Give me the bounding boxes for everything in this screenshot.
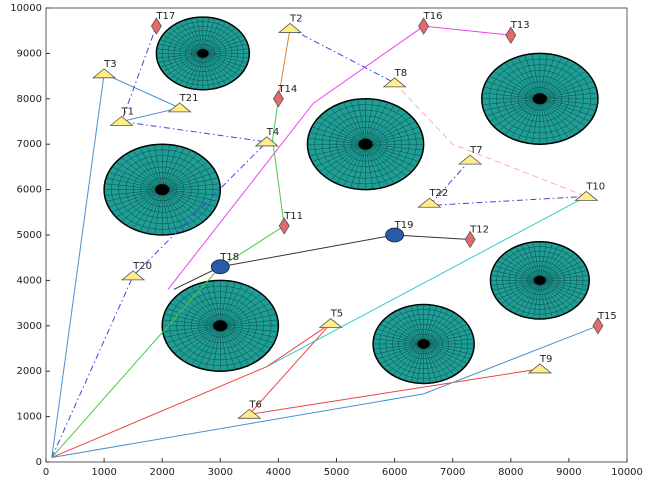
x-tick-label: 4000 xyxy=(266,467,291,478)
obstacle xyxy=(307,99,423,190)
obstacle-core xyxy=(197,49,208,58)
obstacle xyxy=(373,304,474,383)
y-tick-label: 8000 xyxy=(17,94,42,105)
obstacle xyxy=(104,144,220,235)
x-tick-label: 6000 xyxy=(382,467,407,478)
target-label: T6 xyxy=(248,399,261,410)
target-label: T18 xyxy=(219,252,239,263)
target-label: T21 xyxy=(179,93,199,104)
y-tick-label: 5000 xyxy=(17,230,42,241)
target-label: T16 xyxy=(423,11,443,22)
obstacle-core xyxy=(359,139,373,150)
obstacle xyxy=(490,242,589,319)
obstacle-core xyxy=(534,276,546,285)
target-label: T3 xyxy=(103,59,116,70)
target-label: T2 xyxy=(289,13,302,24)
y-tick-label: 9000 xyxy=(17,48,42,59)
x-tick-label: 0 xyxy=(43,467,49,478)
target-label: T9 xyxy=(539,354,552,365)
target-label: T15 xyxy=(597,311,617,322)
x-tick-label: 7000 xyxy=(440,467,465,478)
target-label: T17 xyxy=(155,11,175,22)
obstacle-core xyxy=(533,93,547,104)
target-label: T1 xyxy=(121,107,134,118)
x-tick-label: 3000 xyxy=(208,467,233,478)
target-label: T19 xyxy=(394,220,414,231)
target-label: T22 xyxy=(428,188,448,199)
y-tick-label: 6000 xyxy=(17,185,42,196)
obstacle xyxy=(162,280,278,371)
target-label: T10 xyxy=(585,181,605,192)
x-tick-label: 10000 xyxy=(611,467,643,478)
x-tick-label: 2000 xyxy=(149,467,174,478)
target-label: T13 xyxy=(510,20,530,31)
target-label: T14 xyxy=(277,84,297,95)
target-label: T4 xyxy=(266,127,279,138)
y-tick-label: 10000 xyxy=(10,3,42,14)
target-label: T7 xyxy=(469,145,482,156)
y-tick-label: 7000 xyxy=(17,139,42,150)
obstacle xyxy=(482,53,598,144)
y-tick-label: 3000 xyxy=(17,321,42,332)
y-tick-label: 0 xyxy=(36,457,42,468)
y-tick-label: 4000 xyxy=(17,275,42,286)
obstacle-core xyxy=(418,339,430,348)
x-tick-label: 5000 xyxy=(324,467,349,478)
x-tick-label: 8000 xyxy=(498,467,523,478)
target-label: T12 xyxy=(469,225,489,236)
obstacle xyxy=(156,17,249,90)
target-label: T8 xyxy=(394,68,407,79)
target-label: T11 xyxy=(283,211,303,222)
y-tick-label: 2000 xyxy=(17,366,42,377)
obstacle-core xyxy=(155,184,169,195)
target-label: T20 xyxy=(132,261,152,272)
y-tick-label: 1000 xyxy=(17,412,42,423)
x-tick-label: 1000 xyxy=(91,467,116,478)
obstacle-core xyxy=(213,320,227,331)
x-tick-label: 9000 xyxy=(556,467,581,478)
target-label: T5 xyxy=(330,309,343,320)
chart: 0 1000 2000 3000 4000 5000 6000 7000 8000 9000 100… xyxy=(0,0,657,482)
